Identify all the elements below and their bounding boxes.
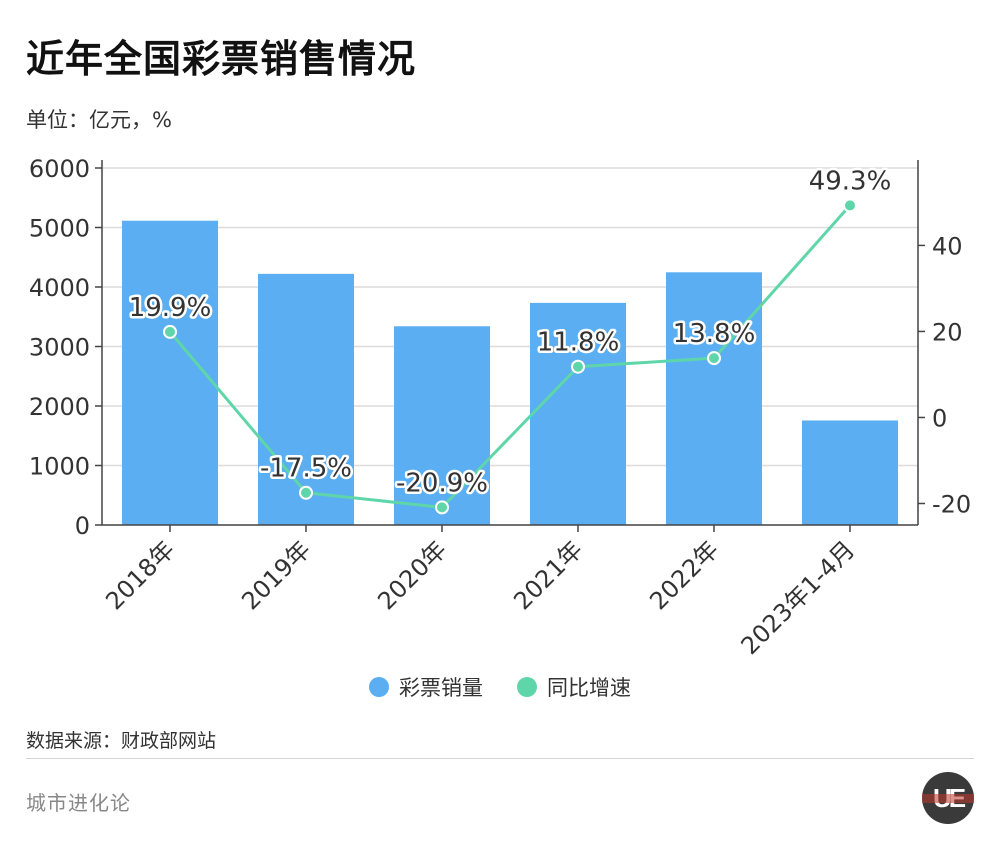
- legend-item-growth[interactable]: 同比增速: [517, 672, 631, 702]
- combo-chart: 0 1000 2000 3000 4000 5000 6000 -20 0 20 40 2018年 20…: [29, 155, 971, 660]
- y-right-tick-label: 20: [932, 318, 963, 346]
- grid-lines: [102, 167, 918, 467]
- growth-point: [571, 359, 585, 374]
- y-left-tick-label: 0: [75, 512, 90, 540]
- x-tick-label: 2022年: [644, 535, 724, 615]
- y-left-tick-label: 6000: [29, 155, 90, 183]
- y-right-tick-label: -20: [932, 490, 971, 518]
- legend-bar-swatch: [369, 677, 389, 697]
- bar: [666, 272, 762, 525]
- growth-data-label: -17.5%: [260, 454, 352, 484]
- y-right-tick-label: 40: [932, 232, 963, 260]
- footer-brand: 城市进化论: [26, 791, 131, 815]
- bar: [122, 220, 218, 526]
- growth-data-label: 49.3%: [809, 166, 892, 196]
- growth-point: [707, 351, 721, 366]
- legend-label-growth: 同比增速: [547, 676, 631, 700]
- growth-line: [168, 204, 852, 509]
- bar: [258, 273, 354, 525]
- x-tick-label: 2023年1-4月: [736, 535, 861, 660]
- legend-item-sales[interactable]: 彩票销量: [369, 672, 483, 702]
- growth-data-label: 11.8%: [537, 328, 620, 358]
- growth-point: [163, 324, 177, 339]
- bar-series: [122, 220, 898, 526]
- footer-divider: [26, 758, 974, 759]
- chart-title: 近年全国彩票销售情况: [26, 37, 417, 81]
- logo-stripe: [922, 794, 974, 803]
- x-tick-label: 2019年: [236, 535, 316, 615]
- growth-point: [299, 485, 313, 500]
- y-left-tick-label: 2000: [29, 393, 90, 421]
- bar: [802, 420, 898, 525]
- bar: [394, 326, 490, 525]
- brand-logo[interactable]: UE: [922, 772, 974, 824]
- x-tick-label: 2020年: [372, 535, 452, 615]
- unit-label: 单位：亿元，%: [26, 108, 172, 132]
- legend-line-swatch: [517, 677, 537, 697]
- growth-data-label: -20.9%: [396, 468, 488, 498]
- y-right-tick-label: 0: [932, 404, 947, 432]
- growth-point: [435, 500, 449, 515]
- legend-label-sales: 彩票销量: [399, 676, 483, 700]
- growth-data-label: 19.9%: [129, 293, 212, 323]
- source-note: 数据来源：财政部网站: [26, 730, 217, 752]
- growth-data-label: 13.8%: [673, 319, 756, 349]
- legend: 彩票销量 同比增速: [0, 672, 1000, 702]
- bar: [530, 302, 626, 525]
- x-tick-label: 2018年: [100, 535, 180, 615]
- y-left-tick-label: 1000: [29, 453, 90, 481]
- y-left-tick-label: 5000: [29, 215, 90, 243]
- data-labels: 19.9% -17.5% -20.9% 11.8% 13.8% 49.3%: [126, 164, 894, 501]
- y-left-tick-label: 4000: [29, 274, 90, 302]
- growth-line-series: [163, 198, 857, 515]
- growth-point: [843, 198, 857, 213]
- y-left-tick-label: 3000: [29, 334, 90, 362]
- x-tick-label: 2021年: [508, 535, 588, 615]
